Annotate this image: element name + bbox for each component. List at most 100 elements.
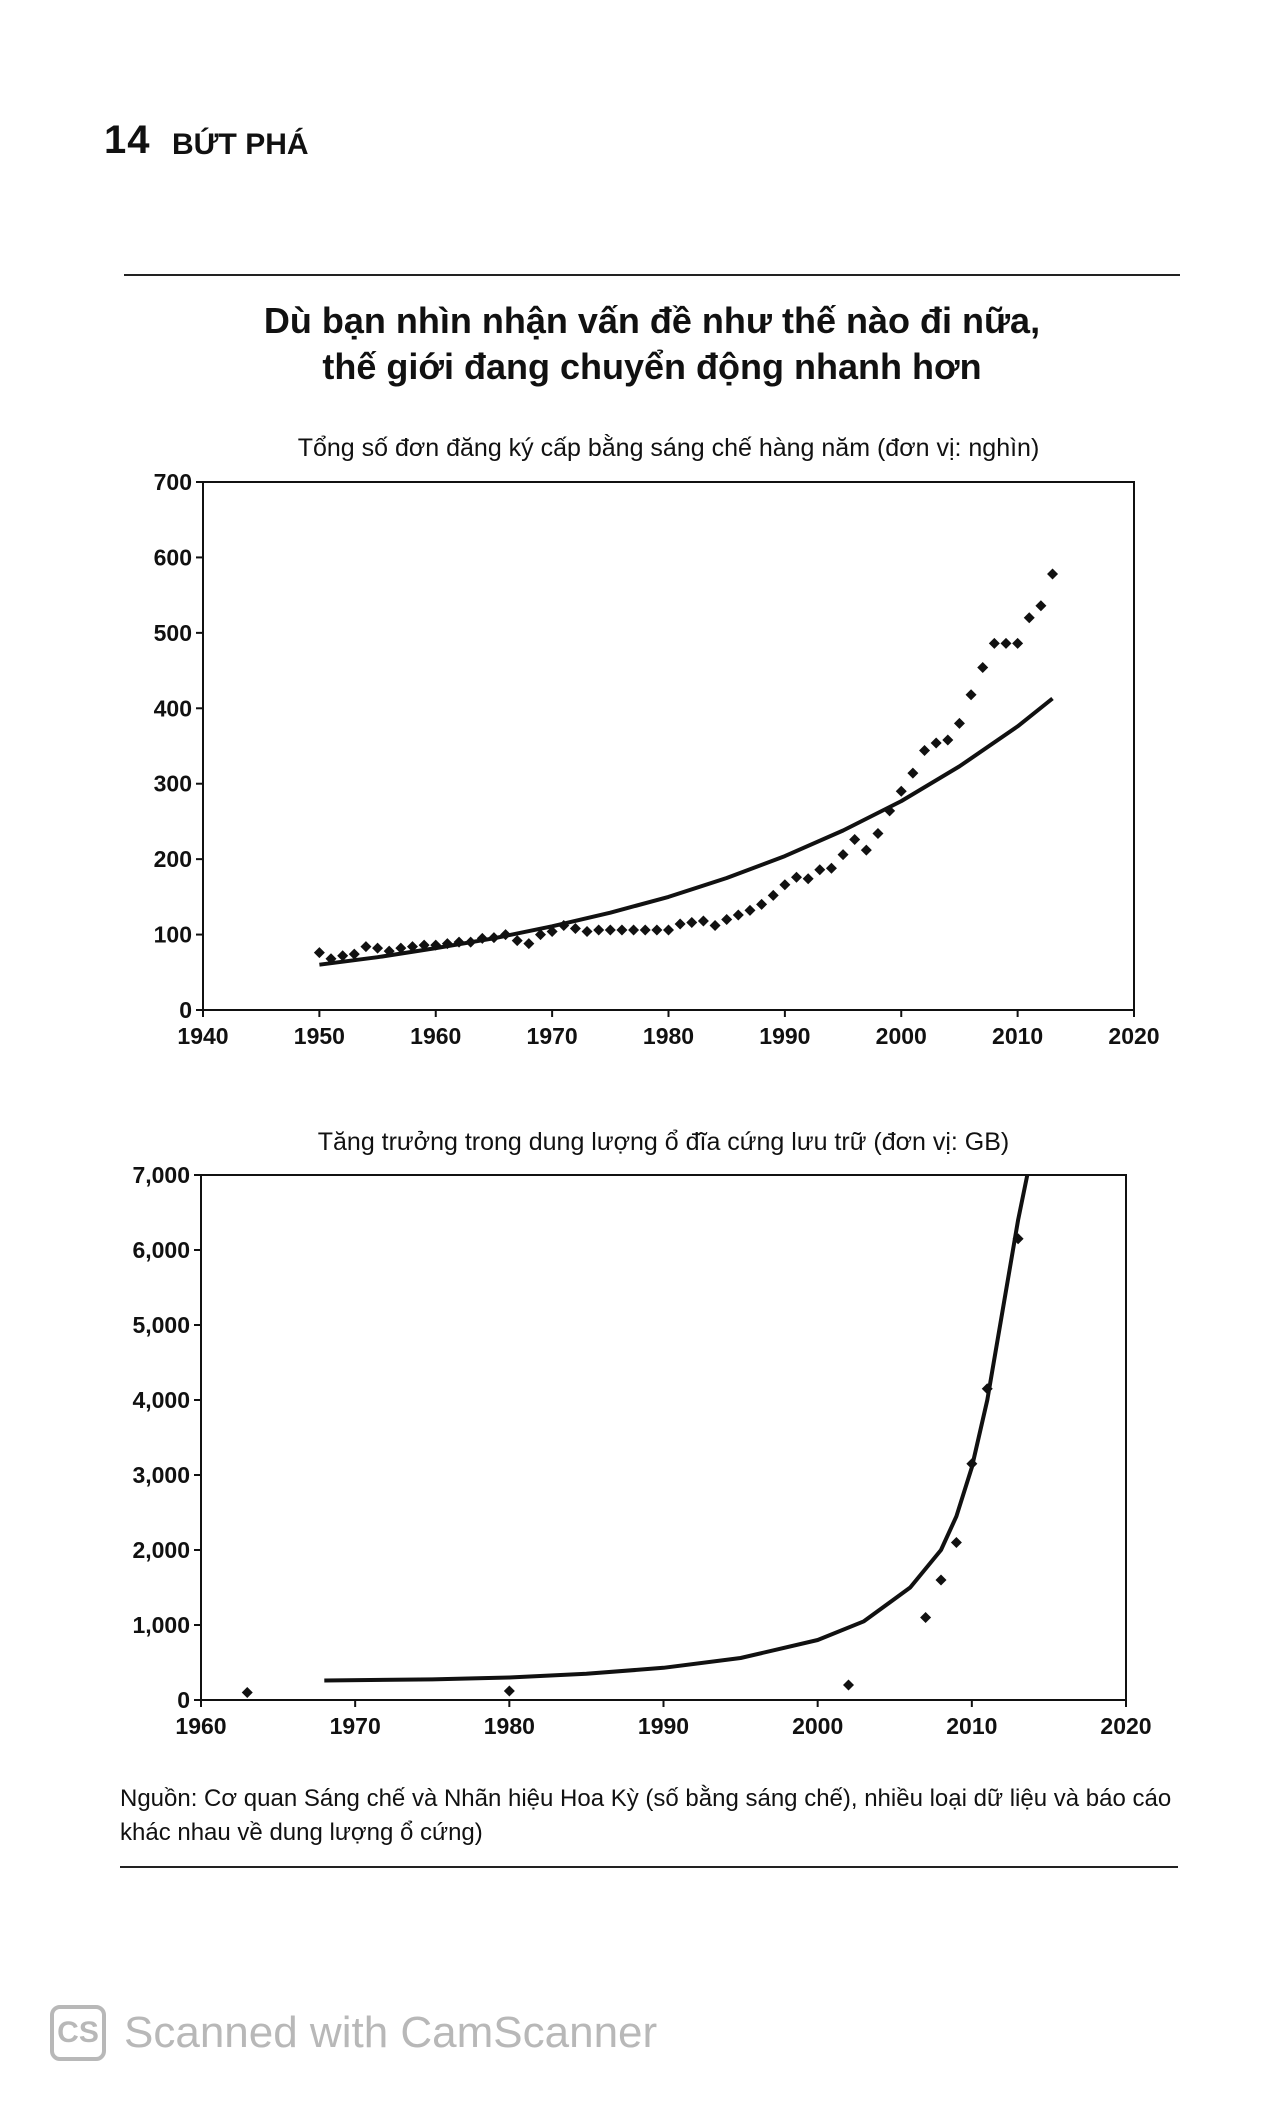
- chart-2: Tăng trưởng trong dung lượng ổ đĩa cứng …: [132, 1128, 1151, 1739]
- bottom-rule: [120, 1866, 1178, 1868]
- data-point: [348, 948, 360, 960]
- y-tick-label: 200: [154, 846, 192, 872]
- data-point: [383, 945, 395, 957]
- data-point: [581, 926, 593, 938]
- data-point: [907, 767, 919, 779]
- chart-title: Tăng trưởng trong dung lượng ổ đĩa cứng …: [318, 1128, 1010, 1156]
- data-point: [895, 785, 907, 797]
- data-point: [920, 1612, 932, 1623]
- data-point: [523, 938, 535, 950]
- y-tick-label: 1,000: [132, 1612, 190, 1638]
- data-point: [546, 926, 558, 938]
- data-point: [476, 932, 488, 944]
- data-point: [628, 924, 640, 936]
- data-point: [965, 689, 977, 701]
- data-point: [1000, 637, 1012, 649]
- data-point: [919, 745, 931, 757]
- trend-line: [324, 1174, 1030, 1683]
- data-point: [395, 942, 407, 954]
- x-tick-label: 2010: [992, 1023, 1043, 1049]
- figure-title-line-2: thế giới đang chuyển động nhanh hơn: [322, 346, 982, 387]
- data-point: [674, 918, 686, 930]
- data-point: [1047, 568, 1059, 580]
- y-tick-label: 6,000: [132, 1237, 190, 1263]
- data-point: [872, 827, 884, 839]
- data-point: [441, 938, 453, 950]
- data-point: [860, 844, 872, 856]
- charts-canvas: Tổng số đơn đăng ký cấp bằng sáng chế hà…: [132, 433, 1160, 1739]
- data-point: [406, 941, 418, 953]
- data-point: [825, 862, 837, 874]
- y-tick-label: 300: [154, 771, 192, 797]
- data-point: [372, 942, 384, 954]
- x-tick-label: 1940: [177, 1023, 228, 1049]
- camscanner-logo-icon: CS: [50, 2005, 106, 2061]
- chart-1: Tổng số đơn đăng ký cấp bằng sáng chế hà…: [154, 433, 1160, 1049]
- data-point: [604, 924, 616, 936]
- data-point: [663, 924, 674, 936]
- data-point: [1012, 637, 1024, 649]
- data-point: [966, 1458, 978, 1470]
- x-tick-label: 1980: [484, 1713, 535, 1739]
- data-point: [241, 1687, 253, 1698]
- data-point: [849, 834, 861, 846]
- data-point: [558, 920, 570, 932]
- data-point: [953, 717, 965, 729]
- y-tick-label: 5,000: [132, 1312, 190, 1338]
- y-tick-label: 400: [154, 695, 192, 721]
- y-tick-label: 0: [179, 997, 192, 1023]
- data-point: [779, 879, 791, 891]
- source-note: Nguồn: Cơ quan Sáng chế và Nhãn hiệu Hoa…: [120, 1785, 1172, 1846]
- data-point: [503, 1685, 515, 1697]
- data-point: [488, 932, 500, 944]
- data-point: [593, 924, 605, 936]
- x-tick-label: 2000: [876, 1023, 927, 1049]
- x-tick-label: 1950: [294, 1023, 345, 1049]
- x-tick-label: 2020: [1108, 1023, 1159, 1049]
- data-point: [453, 936, 465, 948]
- data-point: [935, 1574, 947, 1586]
- data-point: [802, 873, 814, 885]
- data-point: [767, 889, 779, 901]
- data-point: [686, 917, 698, 929]
- data-point: [313, 947, 325, 959]
- y-tick-label: 600: [154, 544, 192, 570]
- data-point: [697, 915, 709, 927]
- data-point: [814, 864, 826, 876]
- x-tick-label: 1980: [643, 1023, 694, 1049]
- data-point: [843, 1679, 854, 1691]
- x-tick-label: 1990: [638, 1713, 689, 1739]
- x-tick-label: 2000: [792, 1713, 843, 1739]
- data-point: [465, 936, 477, 948]
- y-tick-label: 3,000: [132, 1462, 190, 1488]
- x-tick-label: 2020: [1100, 1713, 1151, 1739]
- y-tick-label: 7,000: [132, 1162, 190, 1188]
- data-point: [511, 935, 523, 947]
- top-rule: [124, 274, 1180, 276]
- data-point: [981, 1383, 993, 1395]
- data-point: [418, 939, 430, 951]
- y-tick-label: 2,000: [132, 1537, 190, 1563]
- figure-title-line-1: Dù bạn nhìn nhận vấn đề như thế nào đi n…: [263, 300, 1041, 341]
- data-point: [721, 913, 733, 925]
- x-tick-label: 1960: [410, 1023, 461, 1049]
- data-point: [950, 1537, 962, 1548]
- y-tick-label: 500: [154, 620, 192, 646]
- data-point: [430, 939, 442, 951]
- y-tick-label: 100: [154, 922, 192, 948]
- x-tick-label: 1970: [330, 1713, 381, 1739]
- data-point: [791, 871, 803, 883]
- data-point: [837, 849, 849, 861]
- data-point: [325, 953, 337, 965]
- camscanner-text: Scanned with CamScanner: [124, 2008, 658, 2057]
- data-point: [639, 924, 651, 936]
- data-point: [709, 920, 721, 932]
- data-point: [756, 898, 768, 910]
- data-point: [744, 904, 756, 916]
- figure-title: Dù bạn nhìn nhận vấn đề như thế nào đi n…: [124, 298, 1180, 390]
- x-tick-label: 2010: [946, 1713, 997, 1739]
- page-number: 14: [104, 118, 151, 162]
- chart-title: Tổng số đơn đăng ký cấp bằng sáng chế hà…: [298, 433, 1040, 462]
- data-point: [942, 734, 954, 746]
- x-tick-label: 1990: [759, 1023, 810, 1049]
